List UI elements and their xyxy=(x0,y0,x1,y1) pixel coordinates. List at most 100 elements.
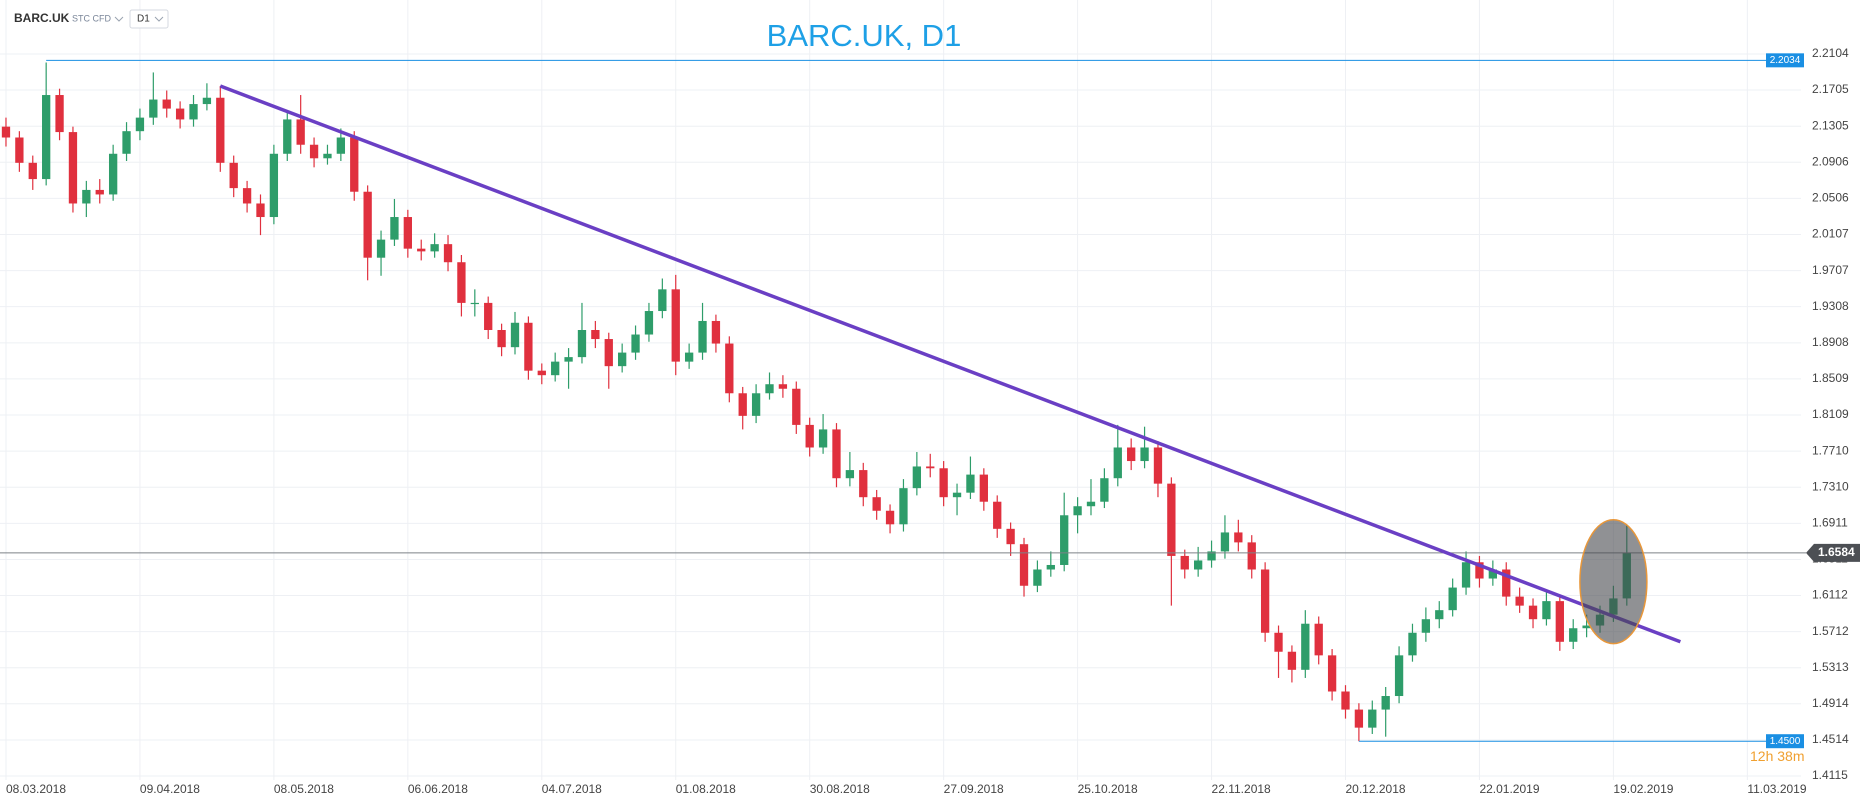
timeframe-select[interactable] xyxy=(129,9,169,29)
dropdown-arrow[interactable] xyxy=(154,16,164,22)
candle-body xyxy=(1260,569,1270,633)
candle-body xyxy=(1113,447,1122,479)
x-tick-label: 08.03.2018 xyxy=(6,782,66,796)
candle-body xyxy=(135,117,145,132)
candle-body xyxy=(15,137,24,163)
candle-body xyxy=(108,153,118,195)
candle-body xyxy=(805,424,814,448)
candle-body xyxy=(443,244,453,263)
candle-body xyxy=(1274,632,1283,652)
candle-body xyxy=(1408,632,1417,656)
candle-body xyxy=(711,320,721,344)
candle-body xyxy=(939,468,948,498)
y-tick-label: 1.9308 xyxy=(1812,299,1849,313)
candle-body xyxy=(885,510,895,525)
candle-body xyxy=(484,302,493,331)
candle-body xyxy=(296,119,305,145)
candle-body xyxy=(1448,587,1457,611)
candle-body xyxy=(1327,655,1337,692)
x-tick-label: 25.10.2018 xyxy=(1078,782,1138,796)
candle-body xyxy=(149,99,158,118)
candle-body xyxy=(872,497,881,511)
candle-body xyxy=(256,203,265,218)
candle-body xyxy=(68,132,78,204)
candle-body xyxy=(1019,544,1029,586)
candle-body xyxy=(1073,506,1082,516)
support-label: 1.4500 xyxy=(1770,736,1801,747)
candle-body xyxy=(1502,569,1511,597)
candle-body xyxy=(1100,478,1109,502)
candle-body xyxy=(269,153,279,218)
candle-body xyxy=(122,131,131,154)
candle-body xyxy=(55,95,64,133)
candle-body xyxy=(564,357,573,362)
candle-body xyxy=(1140,447,1149,462)
x-tick-label: 04.07.2018 xyxy=(542,782,602,796)
x-tick-label: 09.04.2018 xyxy=(140,782,200,796)
support-tag xyxy=(1766,734,1804,749)
candle-body xyxy=(1180,555,1189,570)
candle-body xyxy=(202,97,212,105)
candle-body xyxy=(1555,601,1564,642)
y-tick-label: 1.4514 xyxy=(1812,732,1849,746)
candle-body xyxy=(524,322,533,371)
candle-body xyxy=(859,470,868,498)
y-tick-label: 1.5313 xyxy=(1812,660,1849,674)
y-tick-label: 2.2104 xyxy=(1812,46,1849,60)
candle-body xyxy=(591,330,600,340)
countdown: 12h 38m xyxy=(1750,748,1804,764)
candle-body xyxy=(1287,651,1297,670)
dropdown-arrow[interactable] xyxy=(114,16,124,22)
y-tick-label: 2.0107 xyxy=(1812,227,1849,241)
candle-body xyxy=(1220,532,1230,552)
candle-body xyxy=(631,334,640,353)
y-tick-label: 1.8109 xyxy=(1812,407,1849,421)
candle-body xyxy=(457,262,466,303)
candle-body xyxy=(417,248,426,252)
candle-body xyxy=(1301,623,1310,670)
candle-body xyxy=(899,488,908,525)
candle-body xyxy=(283,119,292,154)
x-tick-label: 20.12.2018 xyxy=(1346,782,1406,796)
candle-body xyxy=(189,104,198,120)
candle-body xyxy=(1127,447,1136,462)
candle-body xyxy=(1569,628,1578,642)
candle-body xyxy=(430,244,439,252)
y-tick-label: 1.6911 xyxy=(1812,515,1848,529)
candle-body xyxy=(242,188,252,204)
candle-body xyxy=(1167,483,1176,556)
resistance-tag xyxy=(1766,53,1804,68)
y-tick-label: 2.1305 xyxy=(1812,118,1849,132)
candle-body xyxy=(82,189,91,204)
y-tick-label: 2.0906 xyxy=(1812,154,1849,168)
candle-body xyxy=(1368,709,1377,728)
candle-body xyxy=(403,217,412,249)
x-tick-label: 01.08.2018 xyxy=(676,782,736,796)
candle-body xyxy=(1542,601,1551,620)
candle-body xyxy=(684,352,694,362)
symbol: BARC.UK xyxy=(14,11,70,25)
y-tick-label: 2.1705 xyxy=(1812,82,1849,96)
candle-body xyxy=(698,320,707,353)
y-tick-label: 1.6112 xyxy=(1812,588,1848,602)
candle-body xyxy=(765,384,774,394)
x-tick-label: 19.02.2019 xyxy=(1613,782,1673,796)
candle-body xyxy=(618,352,627,367)
candle-body xyxy=(1234,532,1243,543)
candle-body xyxy=(1247,542,1256,570)
candle-body xyxy=(510,322,520,348)
y-tick-label: 1.4115 xyxy=(1812,768,1848,782)
x-tick-label: 11.03.2019 xyxy=(1747,782,1806,796)
candle-body xyxy=(832,429,841,479)
candle-body xyxy=(175,108,185,120)
x-tick-label: 08.05.2018 xyxy=(274,782,334,796)
candle-body xyxy=(926,466,935,469)
candle-body xyxy=(1475,562,1484,579)
timeframe: D1 xyxy=(137,14,150,25)
candle-body xyxy=(845,470,855,479)
candle-body xyxy=(336,137,346,154)
candle-body xyxy=(1033,569,1042,586)
candle-body xyxy=(778,384,788,389)
